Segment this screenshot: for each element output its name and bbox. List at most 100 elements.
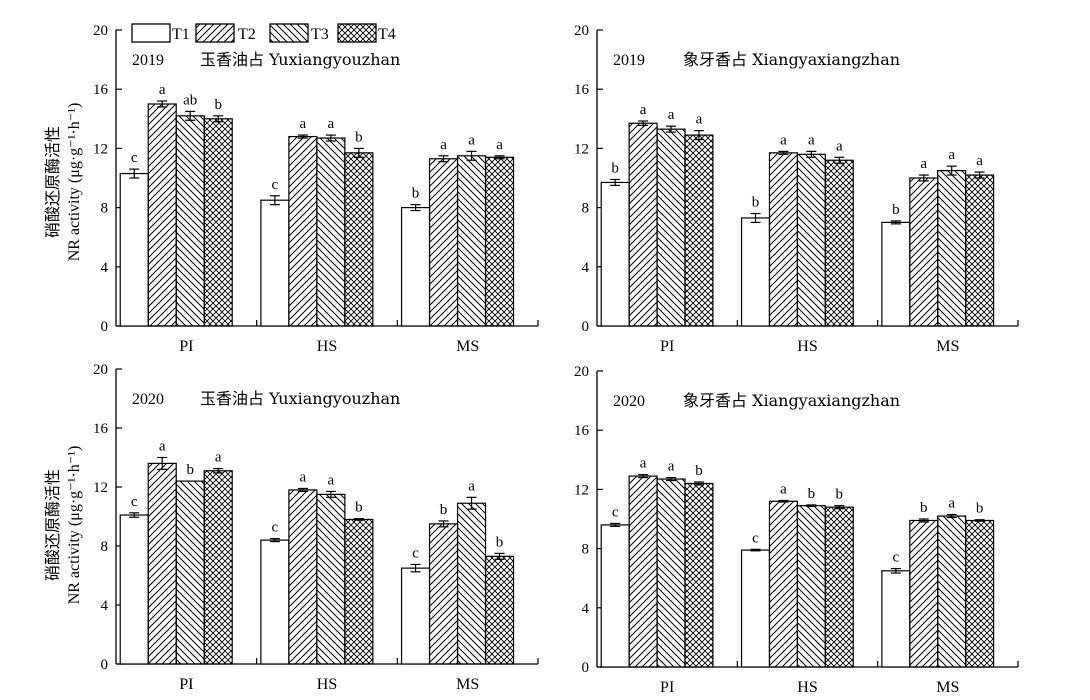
- y-tick-label: 20: [93, 23, 108, 39]
- y-tick-label: 12: [93, 141, 108, 157]
- bar: [824, 159, 854, 327]
- significance-letter: b: [355, 129, 363, 145]
- significance-letter: ab: [183, 92, 197, 108]
- significance-letter: c: [131, 494, 138, 510]
- panel-year: 2019: [613, 52, 645, 69]
- legend-label-t3: T3: [311, 26, 329, 43]
- bar: [965, 519, 995, 668]
- bar: [937, 515, 967, 668]
- bar: [260, 199, 290, 327]
- bar: [400, 207, 431, 327]
- panel-year: 2020: [613, 393, 645, 410]
- y-tick-label: 4: [582, 260, 590, 276]
- significance-letter: b: [611, 160, 619, 176]
- significance-letter: a: [976, 153, 983, 169]
- bar: [881, 570, 911, 668]
- y-tick-label: 20: [574, 364, 589, 380]
- x-tick-label: PI: [660, 338, 674, 355]
- y-tick-label: 8: [101, 201, 109, 217]
- bar: [316, 137, 346, 327]
- x-tick-label: PI: [179, 676, 193, 693]
- panel-cultivar: 玉香油占 Yuxiangyouzhan: [200, 50, 400, 69]
- x-tick-label: PI: [660, 679, 674, 696]
- y-tick-label: 8: [582, 542, 590, 558]
- bar: [628, 122, 658, 327]
- bar: [344, 518, 374, 665]
- significance-letter: c: [612, 504, 619, 520]
- significance-letter: a: [300, 116, 307, 132]
- significance-letter: b: [976, 501, 984, 517]
- bar: [203, 118, 233, 327]
- significance-letter: a: [808, 132, 815, 148]
- legend-label-t2: T2: [238, 26, 256, 43]
- x-tick-label: MS: [456, 338, 479, 355]
- significance-letter: a: [159, 439, 166, 455]
- y-axis-label-en-top: NR activity (μg·g⁻¹·h⁻¹): [66, 103, 83, 262]
- significance-letter: a: [780, 132, 787, 148]
- bar: [147, 462, 177, 665]
- bar: [147, 103, 177, 327]
- bar: [796, 505, 826, 668]
- significance-letter: a: [440, 137, 447, 153]
- y-tick-label: 0: [101, 319, 109, 335]
- bar: [119, 514, 149, 665]
- x-tick-label: PI: [179, 338, 193, 355]
- bar: [824, 506, 854, 668]
- y-tick-label: 12: [574, 141, 589, 157]
- bar: [768, 152, 798, 327]
- panel-year: 2020: [132, 391, 164, 408]
- panel-cultivar: 象牙香占 Xiangyaxiangzhan: [683, 391, 900, 410]
- bar: [684, 134, 714, 327]
- significance-letter: a: [640, 102, 647, 118]
- bar: [456, 502, 487, 665]
- significance-letter: c: [272, 520, 279, 536]
- bar: [288, 135, 318, 327]
- significance-letter: b: [496, 534, 504, 550]
- bar: [400, 567, 431, 665]
- significance-letter: b: [920, 500, 928, 516]
- panel-cultivar: 象牙香占 Xiangyaxiangzhan: [683, 50, 900, 69]
- x-tick-label: HS: [317, 676, 337, 693]
- bar: [175, 480, 205, 665]
- significance-letter: a: [159, 82, 166, 98]
- bar: [937, 170, 967, 327]
- x-tick-label: HS: [317, 338, 337, 355]
- x-tick-label: HS: [797, 679, 817, 696]
- significance-letter: c: [131, 150, 138, 166]
- bar: [428, 523, 459, 665]
- significance-letter: b: [412, 186, 420, 202]
- significance-letter: a: [948, 496, 955, 512]
- y-tick-label: 12: [574, 482, 589, 498]
- panel-cultivar: 玉香油占 Yuxiangyouzhan: [200, 389, 400, 408]
- legend-swatch-t4: [337, 23, 377, 43]
- significance-letter: b: [186, 462, 194, 478]
- significance-letter: c: [893, 550, 900, 566]
- bar: [656, 478, 686, 668]
- bar: [600, 181, 630, 327]
- bar: [965, 174, 995, 327]
- y-tick-label: 16: [574, 423, 590, 439]
- bar: [768, 500, 798, 668]
- y-tick-label: 0: [101, 657, 109, 673]
- significance-letter: a: [215, 450, 222, 466]
- legend: T1 T2 T3 T4: [131, 23, 396, 43]
- bar: [628, 475, 658, 668]
- bar: [881, 221, 911, 327]
- significance-letter: a: [300, 469, 307, 485]
- y-tick-label: 16: [93, 421, 109, 437]
- significance-letter: a: [328, 116, 335, 132]
- significance-letter: b: [214, 97, 222, 113]
- y-axis-label-en-bottom: NR activity (μg·g⁻¹·h⁻¹): [66, 446, 83, 605]
- bar: [684, 482, 714, 668]
- y-tick-label: 0: [582, 660, 590, 676]
- x-tick-label: MS: [936, 338, 959, 355]
- x-tick-label: MS: [456, 676, 479, 693]
- significance-letter: c: [752, 530, 759, 546]
- legend-label-t1: T1: [172, 26, 190, 43]
- y-tick-label: 4: [101, 260, 109, 276]
- significance-letter: c: [412, 545, 419, 561]
- bar: [175, 115, 205, 327]
- significance-letter: a: [668, 459, 675, 475]
